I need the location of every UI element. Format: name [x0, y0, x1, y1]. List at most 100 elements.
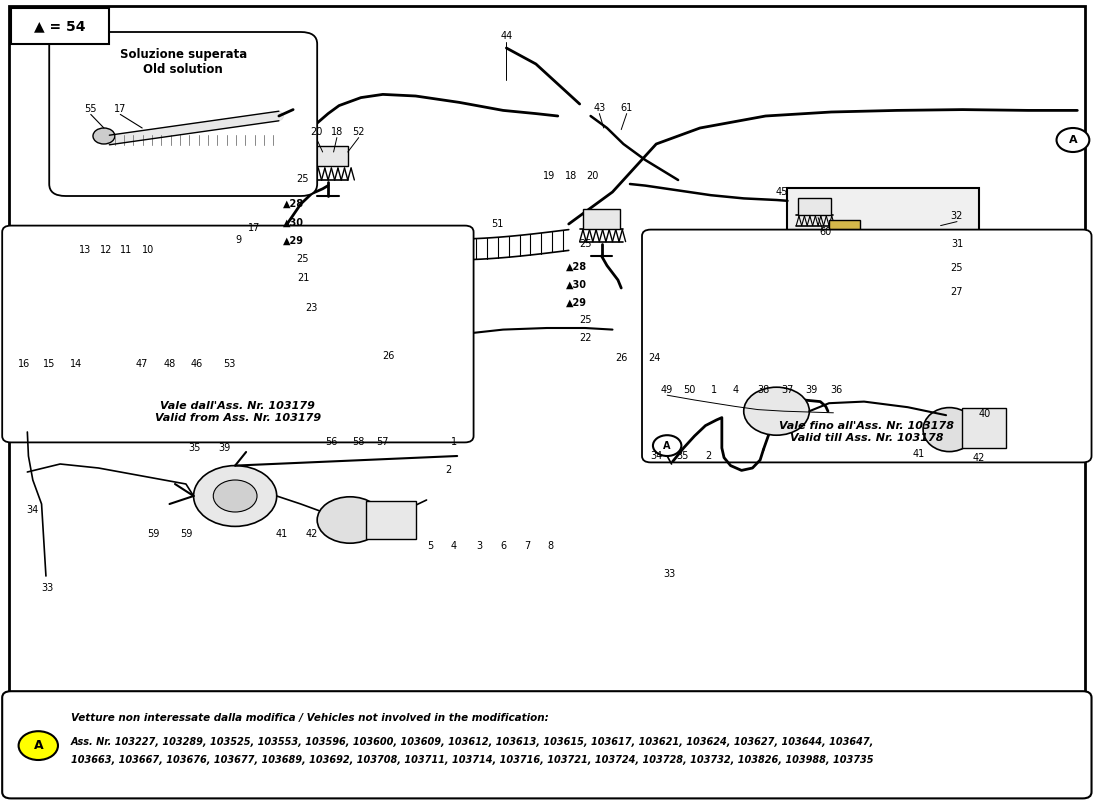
Text: 23: 23 [306, 303, 318, 313]
Text: 38: 38 [757, 385, 770, 394]
Circle shape [55, 299, 73, 312]
Text: 20: 20 [310, 127, 322, 137]
Circle shape [194, 466, 277, 526]
Text: 25: 25 [579, 239, 592, 249]
Bar [11, 8, 109, 44]
Bar [821, 356, 962, 392]
Text: ▲29: ▲29 [565, 298, 587, 307]
Text: 53: 53 [223, 359, 235, 369]
Text: Ass. Nr. 103227, 103289, 103525, 103553, 103596, 103600, 103609, 103612, 103613,: Ass. Nr. 103227, 103289, 103525, 103553,… [72, 738, 874, 747]
Text: 16: 16 [18, 359, 30, 369]
Text: 11: 11 [120, 245, 132, 254]
Text: 45: 45 [776, 187, 789, 197]
FancyBboxPatch shape [642, 230, 1091, 462]
Text: 4: 4 [733, 385, 739, 394]
Text: 47: 47 [136, 359, 149, 369]
Text: 35: 35 [676, 451, 689, 461]
Text: 2: 2 [705, 451, 712, 461]
Text: ▲29: ▲29 [283, 236, 304, 246]
Text: 49: 49 [661, 385, 673, 394]
Text: 37: 37 [781, 385, 794, 394]
Text: 52: 52 [352, 127, 365, 137]
Text: 41: 41 [276, 529, 288, 538]
Bar [366, 501, 416, 539]
Text: 12: 12 [100, 245, 112, 254]
Text: 36: 36 [830, 385, 843, 394]
Text: 9: 9 [235, 235, 242, 245]
Text: A: A [1068, 135, 1077, 145]
Circle shape [744, 387, 810, 435]
Text: 59: 59 [179, 529, 192, 538]
Circle shape [1056, 128, 1089, 152]
Text: 24: 24 [648, 353, 660, 362]
Text: 33: 33 [41, 583, 53, 593]
Text: 56: 56 [326, 437, 338, 446]
Text: 4: 4 [451, 542, 456, 551]
Text: 3: 3 [476, 542, 482, 551]
Ellipse shape [923, 407, 976, 451]
Bar [310, 146, 348, 166]
Text: 41: 41 [913, 450, 925, 459]
Text: Soluzione superata
Old solution: Soluzione superata Old solution [120, 47, 246, 75]
Text: 57: 57 [376, 437, 389, 446]
Text: 26: 26 [615, 353, 627, 362]
Text: 7: 7 [524, 542, 530, 551]
Text: ▲28: ▲28 [565, 262, 587, 272]
Text: A: A [33, 739, 43, 752]
Text: 20: 20 [586, 171, 600, 181]
Text: ▲30: ▲30 [283, 218, 304, 227]
Text: 22: 22 [579, 333, 592, 342]
Text: Vetture non interessate dalla modifica / Vehicles not involved in the modificati: Vetture non interessate dalla modifica /… [72, 714, 549, 723]
Text: 34: 34 [26, 506, 39, 515]
Circle shape [94, 128, 114, 144]
Circle shape [653, 435, 681, 456]
Text: 25: 25 [579, 315, 592, 325]
Text: 34: 34 [650, 451, 662, 461]
Bar [583, 209, 620, 229]
Text: 59: 59 [147, 529, 160, 538]
Text: 39: 39 [805, 385, 817, 394]
Circle shape [19, 731, 58, 760]
Ellipse shape [151, 284, 199, 348]
Circle shape [213, 480, 257, 512]
Text: 42: 42 [306, 529, 318, 538]
Bar [64, 280, 173, 352]
Text: 21: 21 [297, 273, 309, 282]
Text: 18: 18 [331, 127, 343, 137]
Text: 1: 1 [711, 385, 717, 394]
Text: 25: 25 [297, 254, 309, 264]
FancyBboxPatch shape [2, 691, 1091, 798]
Text: 14: 14 [70, 359, 82, 369]
Text: 19: 19 [543, 171, 556, 181]
Ellipse shape [57, 290, 140, 350]
Text: 58: 58 [353, 437, 365, 446]
Text: 13: 13 [79, 245, 91, 254]
Text: 42: 42 [972, 454, 986, 463]
Text: 25: 25 [297, 174, 309, 184]
FancyBboxPatch shape [2, 226, 474, 442]
Text: 17: 17 [248, 223, 260, 233]
Text: 25: 25 [950, 263, 964, 273]
Bar [788, 188, 979, 364]
FancyBboxPatch shape [50, 32, 317, 196]
Text: 1: 1 [451, 438, 456, 447]
Text: 40: 40 [978, 410, 990, 419]
Text: 103663, 103667, 103676, 103677, 103689, 103692, 103708, 103711, 103714, 103716, : 103663, 103667, 103676, 103677, 103689, … [72, 755, 873, 765]
Text: 50: 50 [683, 385, 695, 394]
Text: 15: 15 [43, 359, 55, 369]
Text: 39: 39 [218, 443, 230, 453]
Text: 60: 60 [820, 227, 832, 237]
Text: A: A [663, 441, 671, 450]
Ellipse shape [317, 497, 383, 543]
Text: 26: 26 [382, 351, 395, 361]
Text: 55: 55 [85, 104, 97, 114]
Text: 46: 46 [190, 359, 204, 369]
Text: Vale fino all'Ass. Nr. 103178
Valid till Ass. Nr. 103178: Vale fino all'Ass. Nr. 103178 Valid till… [779, 421, 955, 443]
Text: 32: 32 [950, 211, 964, 221]
Text: ▲ = 54: ▲ = 54 [34, 19, 86, 33]
Text: 51: 51 [492, 219, 504, 229]
Text: 6: 6 [500, 542, 506, 551]
Text: 31: 31 [950, 239, 964, 249]
Text: Vale dall'Ass. Nr. 103179
Valid from Ass. Nr. 103179: Vale dall'Ass. Nr. 103179 Valid from Ass… [155, 402, 321, 422]
Text: 44: 44 [500, 31, 513, 41]
